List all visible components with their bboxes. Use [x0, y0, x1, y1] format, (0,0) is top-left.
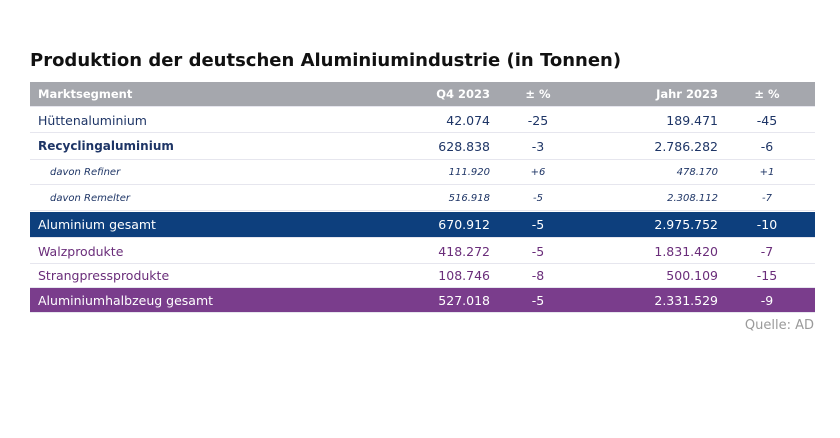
cell-value: 2.331.529 — [654, 292, 718, 308]
row-label: davon Refiner — [50, 166, 121, 178]
cell-value: -25 — [527, 112, 549, 128]
cell-value: 189.471 — [666, 112, 718, 128]
table-row: Aluminiumhalbzeug gesamt 527.018 -5 2.331.5… — [30, 288, 815, 313]
cell-value: 628.838 — [438, 138, 490, 154]
cell-value: Q4 2023 — [436, 87, 490, 101]
cell-value: 2.975.752 — [654, 217, 718, 232]
cell-value: 2.308.112 — [667, 192, 718, 204]
cell-value: 108.746 — [438, 267, 490, 283]
cell-value: ± % — [525, 87, 551, 101]
row-label: Walzprodukte — [38, 243, 124, 259]
row-label: Aluminium gesamt — [38, 217, 156, 232]
cell-value: -45 — [756, 112, 778, 128]
cell-value: 418.272 — [438, 243, 490, 259]
header-row: Marktsegment Q4 2023 ± % Jahr 2023 ± % — [30, 82, 815, 107]
cell-value: -9 — [760, 292, 774, 308]
cell-value: -8 — [531, 267, 545, 283]
cell-value: -5 — [531, 217, 545, 232]
table-row: Strangpressprodukte 108.746 -8 500.109 -15 — [30, 263, 815, 288]
cell-value: 516.918 — [448, 192, 490, 204]
table-row: Aluminium gesamt 670.912 -5 2.975.752 -10 — [30, 212, 815, 238]
cell-value: -3 — [531, 138, 545, 154]
cell-value: -10 — [756, 217, 778, 232]
cell-value: Jahr 2023 — [656, 87, 718, 101]
cell-value: -5 — [531, 292, 545, 308]
row-label: Hüttenaluminium — [38, 112, 147, 128]
row-label: davon Remelter — [50, 192, 130, 204]
cell-value: 42.074 — [446, 112, 490, 128]
cell-value: 111.920 — [448, 166, 490, 178]
table-row: davon Refiner 111.920 +6 478.170 +1 — [30, 160, 815, 185]
table-row: davon Remelter 516.918 -5 2.308.112 -7 — [30, 186, 815, 211]
row-label: Marktsegment — [38, 87, 133, 101]
title: Produktion der deutschen Aluminiumindust… — [30, 50, 622, 71]
cell-value: -5 — [533, 192, 543, 204]
cell-value: -15 — [756, 267, 778, 283]
cell-value: +1 — [759, 166, 775, 178]
table-row: Hüttenaluminium 42.074 -25 189.471 -45 — [30, 108, 815, 133]
cell-value: -6 — [760, 138, 774, 154]
cell-value: -7 — [760, 243, 774, 259]
table-row: Recyclingaluminium 628.838 -3 2.786.282 -6 — [30, 133, 815, 160]
cell-value: 527.018 — [438, 292, 490, 308]
cell-value: ± % — [754, 87, 780, 101]
cell-value: 500.109 — [666, 267, 718, 283]
cell-value: 478.170 — [676, 166, 718, 178]
cell-value: -5 — [531, 243, 545, 259]
cell-value: 1.831.420 — [654, 243, 718, 259]
cell-value: +6 — [530, 166, 546, 178]
cell-value: 2.786.282 — [654, 138, 718, 154]
row-label: Strangpressprodukte — [38, 267, 170, 283]
table-row: Walzprodukte 418.272 -5 1.831.420 -7 — [30, 239, 815, 264]
source: Quelle: AD — [744, 318, 814, 333]
row-label: Aluminiumhalbzeug gesamt — [38, 292, 214, 308]
row-label: Recyclingaluminium — [38, 139, 174, 153]
cell-value: -7 — [762, 192, 772, 204]
cell-value: 670.912 — [438, 217, 490, 232]
